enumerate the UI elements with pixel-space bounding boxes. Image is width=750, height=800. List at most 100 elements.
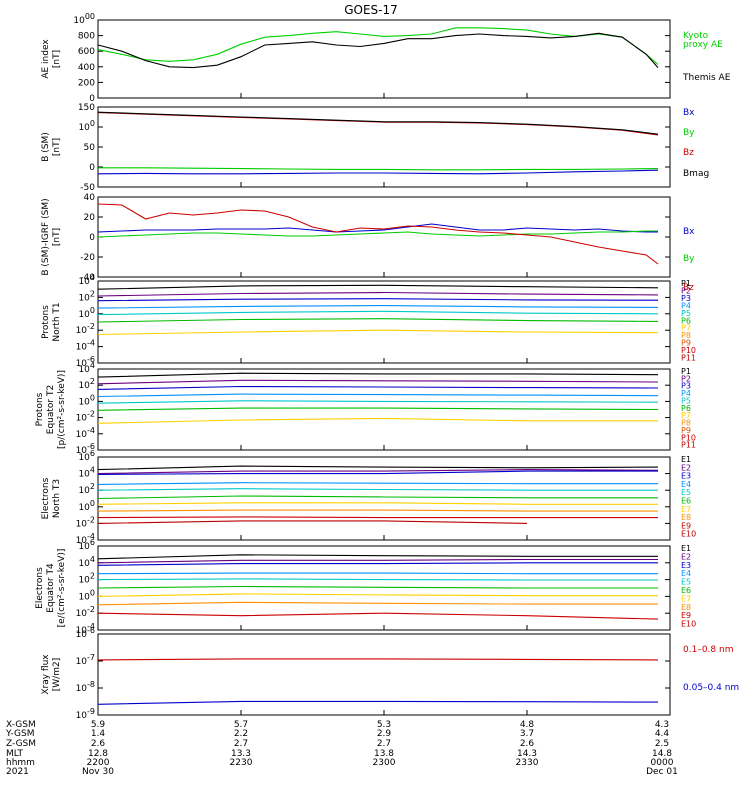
legend-entry: Bx <box>683 108 695 118</box>
y-tick-label: 106 <box>78 538 95 552</box>
legend-entry: P8 <box>681 331 691 340</box>
legend-entry: P11 <box>681 441 696 450</box>
legend-entry: P3 <box>681 382 691 391</box>
legend-entry: P9 <box>681 426 691 435</box>
y-tick-label: 10-4 <box>76 622 95 636</box>
series-line <box>97 298 659 302</box>
y-axis-label: Electrons <box>41 477 51 519</box>
footer-value: 2.6 <box>520 739 535 749</box>
y-axis-label: [p/(cm²-s-sr-keV)] <box>57 370 67 449</box>
legend-entry: P3 <box>681 294 691 303</box>
series-line <box>97 417 658 424</box>
legend-entry: E3 <box>681 472 691 481</box>
legend-entry: P11 <box>681 354 696 363</box>
footer-value: 13.8 <box>374 749 394 759</box>
legend-entry: P6 <box>681 404 691 413</box>
footer-value: 2330 <box>516 758 539 768</box>
y-tick-label: 10-8 <box>76 680 95 694</box>
y-tick-label: 150 <box>78 103 95 113</box>
series-line <box>97 562 658 566</box>
y-axis-label: Protons <box>41 305 51 339</box>
series-line <box>97 203 659 265</box>
legend-entry: E10 <box>681 620 696 629</box>
legend-entry: E9 <box>681 521 691 530</box>
legend-entry: E5 <box>681 488 691 497</box>
y-tick-label: 102 <box>78 377 95 391</box>
legend-entry: E3 <box>681 561 691 570</box>
footer-value: 3.7 <box>520 729 534 739</box>
series-line <box>97 230 658 238</box>
y-tick-label: 10-9 <box>76 707 95 721</box>
y-tick-label: 102 <box>78 482 95 496</box>
legend-entry: P6 <box>681 316 691 325</box>
series-line <box>97 291 659 297</box>
y-axis-label: Equator T2 <box>46 385 56 434</box>
series-line <box>97 502 658 505</box>
series-line <box>97 318 659 323</box>
series-line <box>97 578 658 581</box>
series-group-electrons_t4 <box>97 554 659 620</box>
y-tick-label: 0 <box>89 163 95 173</box>
y-axis-label: [nT] <box>52 228 62 246</box>
y-tick-label: 104 <box>78 273 95 287</box>
series-line <box>97 169 659 175</box>
panel-xray: 10-9 10-8 10-7 10-6 Xray flux [W/m2] 0.1–0.8 n… <box>41 626 739 721</box>
legend-entry: E2 <box>681 463 691 472</box>
legend-entry: P5 <box>681 309 691 318</box>
y-tick-label: 10-6 <box>76 355 95 369</box>
y-tick-label: 10-2 <box>76 605 95 619</box>
series-line <box>97 612 659 620</box>
y-tick-label: 50 <box>84 143 96 153</box>
ephemeris-footer: X-GSMY-GSMZ-GSMMLThhmm20215.91.42.612.82… <box>5 720 678 777</box>
legend-entry: P5 <box>681 396 691 405</box>
footer-value: 5.9 <box>91 720 106 730</box>
legend-entry: E5 <box>681 578 691 587</box>
series-line <box>97 32 659 69</box>
y-tick-label: 106 <box>78 449 95 463</box>
legend-entry: Bz <box>683 148 694 158</box>
footer-value: 2.7 <box>377 739 391 749</box>
footer-row-label: hhmm <box>6 758 35 768</box>
legend-entry: P7 <box>681 324 691 333</box>
y-tick-label: 104 <box>78 361 95 375</box>
footer-value: 14.3 <box>517 749 537 759</box>
y-axis-label: Equator T4 <box>46 563 56 613</box>
panel-bsm_igrf: -40 -20 0 20 40 B (SM)-IGRF (SM) [nT] Bx By Bz <box>41 193 695 293</box>
series-group-protons_t2 <box>97 372 659 424</box>
series-line <box>97 111 659 135</box>
footer-value: 2.7 <box>234 739 248 749</box>
legend-entry: By <box>683 128 695 138</box>
y-axis-label: B (SM)-IGRF (SM) <box>41 198 51 275</box>
legend: Bx By Bz Bmag <box>683 108 709 179</box>
series-group-bsm_igrf <box>97 203 659 265</box>
panel-frame <box>97 19 671 99</box>
legend-entry: P1 <box>681 279 691 288</box>
y-axis-label: [nT] <box>52 50 62 68</box>
footer-value: 2300 <box>373 758 396 768</box>
y-tick-label: 20 <box>84 213 96 223</box>
y-axis-label: [nT] <box>52 138 62 156</box>
y-axis-label: Xray flux <box>41 654 51 695</box>
y-tick-label: 100 <box>78 588 95 602</box>
footer-value: Nov 30 <box>82 767 114 777</box>
footer-value: 14.8 <box>652 749 672 759</box>
legend-entry: E6 <box>681 497 691 506</box>
chart-title: GOES-17 <box>344 3 398 17</box>
y-tick-label: 104 <box>78 466 95 480</box>
panel-frame <box>97 280 671 364</box>
series-line <box>97 572 658 575</box>
footer-value: 0000 <box>651 758 674 768</box>
legend-entry: proxy AE <box>683 40 723 50</box>
legend-entry: P1 <box>681 367 691 376</box>
series-line <box>97 372 659 378</box>
y-tick-label: 102 <box>78 572 95 586</box>
series-group-protons_t1 <box>97 284 659 336</box>
y-tick-label: 400 <box>78 63 95 73</box>
legend-entry: 0.05–0.4 nm <box>683 683 739 693</box>
series-line <box>97 601 658 606</box>
footer-value: 13.3 <box>231 749 251 759</box>
series-line <box>97 554 658 560</box>
